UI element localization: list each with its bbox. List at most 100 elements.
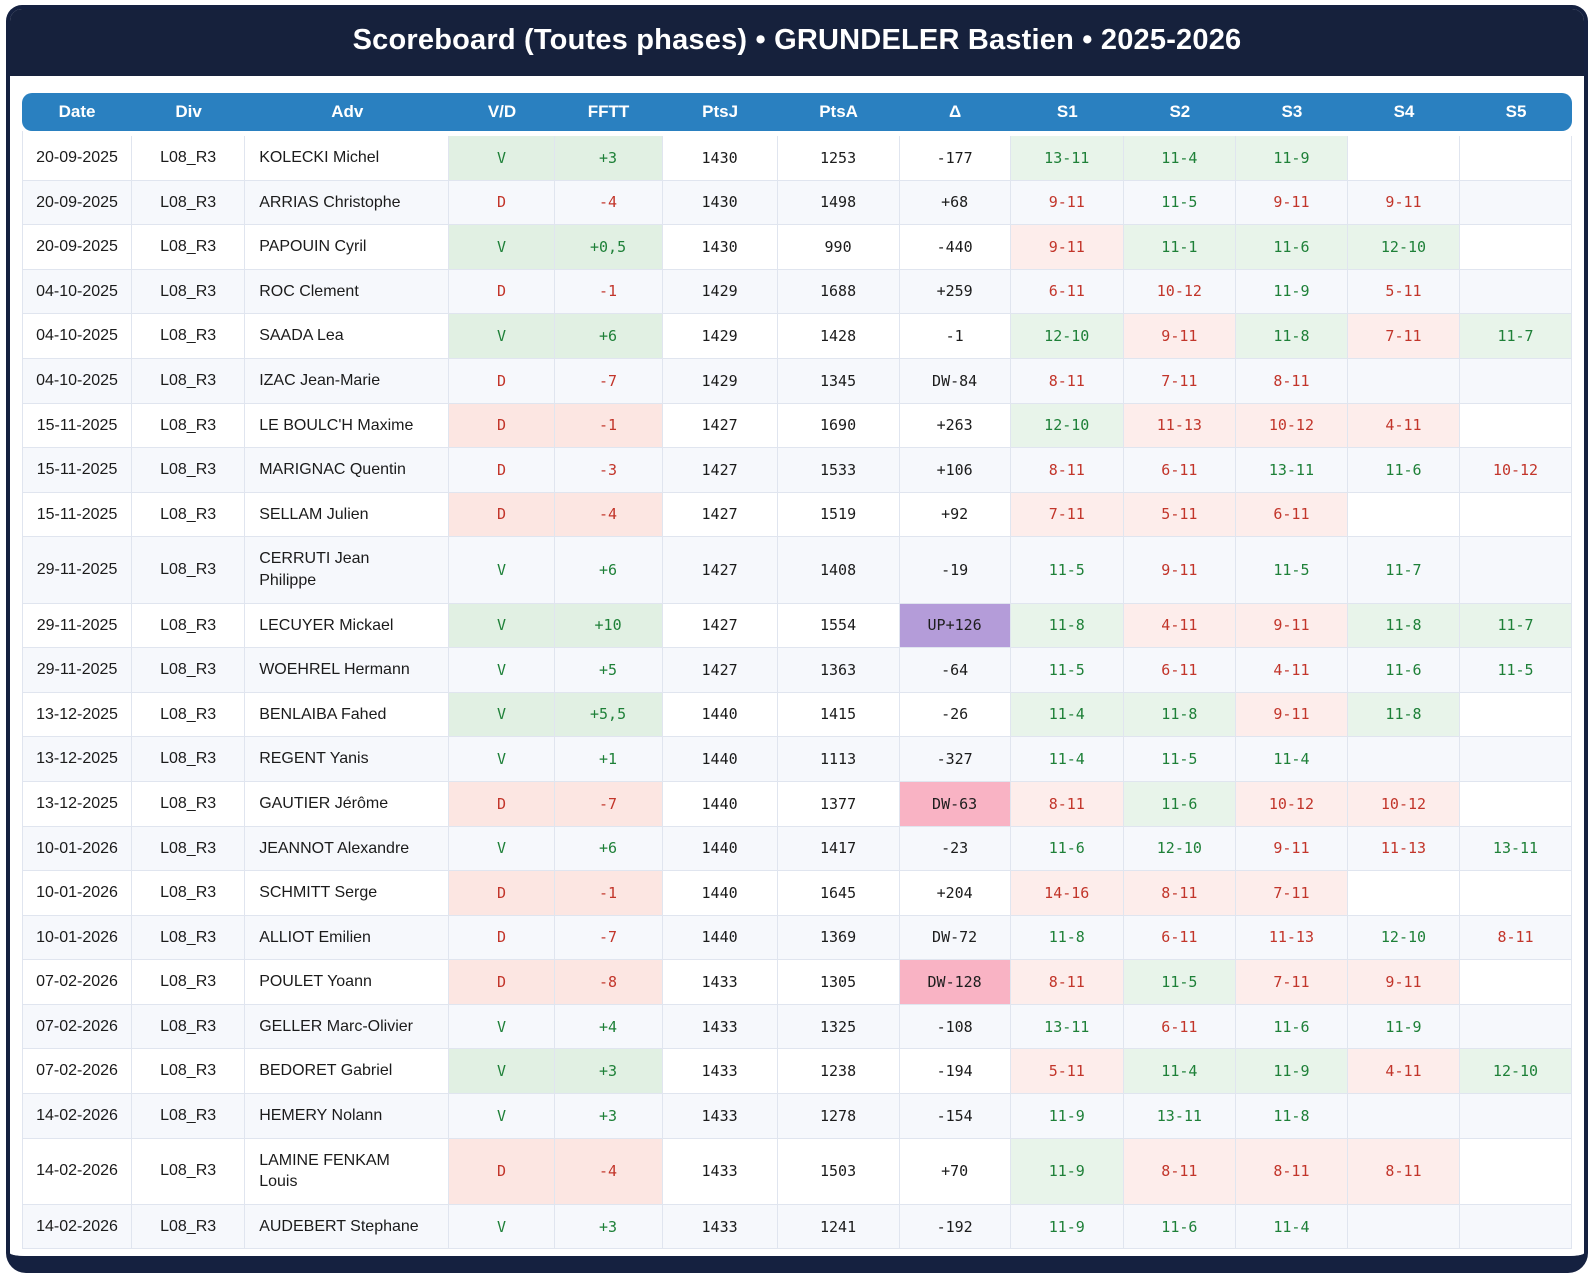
cell-set-s1: 12-10 <box>1010 403 1124 449</box>
cell-set-s5 <box>1460 871 1572 916</box>
cell-delta: +263 <box>899 403 1011 449</box>
cell-set-s1: 11-4 <box>1010 692 1124 738</box>
cell-div: L08_R3 <box>132 537 246 604</box>
cell-victory-defeat: V <box>449 537 555 604</box>
cell-set-s2: 6-11 <box>1123 448 1236 493</box>
cell-delta: -64 <box>899 648 1011 693</box>
cell-set-s2: 8-11 <box>1123 1138 1236 1205</box>
cell-delta: -1 <box>899 314 1011 359</box>
table-row: 14-02-2026 L08_R3 AUDEBERT Stephane V +3 1433… <box>22 1204 1572 1250</box>
table-row: 15-11-2025 L08_R3 LE BOULC'H Maxime D -1 1427… <box>22 403 1572 449</box>
cell-div: L08_R3 <box>132 648 246 693</box>
cell-set-s3: 11-6 <box>1235 225 1348 270</box>
cell-div: L08_R3 <box>132 1204 246 1250</box>
cell-div: L08_R3 <box>132 136 246 181</box>
cell-delta: +92 <box>899 492 1011 538</box>
cell-ptsj: 1427 <box>662 403 778 449</box>
cell-set-s1: 11-8 <box>1010 915 1124 961</box>
cell-set-s2: 6-11 <box>1123 915 1236 961</box>
cell-ptsa: 1519 <box>777 492 900 538</box>
cell-date: 15-11-2025 <box>22 403 133 449</box>
table-row: 15-11-2025 L08_R3 SELLAM Julien D -4 1427 1519… <box>22 492 1572 538</box>
cell-set-s4: 10-12 <box>1347 781 1461 827</box>
cell-set-s5 <box>1460 269 1572 315</box>
title-band: Scoreboard (Toutes phases) • GRUNDELER B… <box>10 9 1584 76</box>
cell-adversary: LAMINE FENKAM Louis <box>245 1138 450 1205</box>
cell-date: 04-10-2025 <box>22 314 133 359</box>
cell-ptsj: 1433 <box>662 1094 778 1139</box>
cell-delta: -26 <box>899 692 1011 738</box>
cell-adversary: WOEHREL Hermann <box>245 648 450 693</box>
table-row: 04-10-2025 L08_R3 ROC Clement D -1 1429 1688 +2… <box>22 269 1572 315</box>
cell-set-s5: 10-12 <box>1460 448 1572 493</box>
cell-set-s3: 11-8 <box>1235 1094 1348 1139</box>
cell-fftt-points: +4 <box>554 1004 663 1050</box>
col-header-s3: S3 <box>1235 93 1348 131</box>
cell-delta: +106 <box>899 448 1011 493</box>
cell-div: L08_R3 <box>132 781 246 827</box>
cell-fftt-points: -1 <box>554 871 663 916</box>
cell-set-s3: 11-8 <box>1235 314 1348 359</box>
cell-set-s1: 11-9 <box>1010 1094 1124 1139</box>
cell-adversary: MARIGNAC Quentin <box>245 448 450 493</box>
cell-ptsa: 1417 <box>777 826 900 872</box>
page-title: Scoreboard (Toutes phases) • GRUNDELER B… <box>352 24 1242 56</box>
cell-adversary: ARRIAS Christophe <box>245 180 450 226</box>
scoreboard-frame: Scoreboard (Toutes phases) • GRUNDELER B… <box>6 5 1588 1274</box>
cell-set-s3: 9-11 <box>1235 180 1348 226</box>
cell-div: L08_R3 <box>132 448 246 493</box>
cell-adversary: BENLAIBA Fahed <box>245 692 450 738</box>
cell-delta: DW-128 <box>899 960 1011 1005</box>
cell-victory-defeat: D <box>449 180 555 226</box>
cell-fftt-points: -7 <box>554 781 663 827</box>
cell-set-s3: 10-12 <box>1235 781 1348 827</box>
table-row: 04-10-2025 L08_R3 SAADA Lea V +6 1429 1428 -1 12… <box>22 314 1572 359</box>
cell-ptsj: 1430 <box>662 136 778 181</box>
cell-date: 07-02-2026 <box>22 1049 133 1095</box>
cell-delta: +259 <box>899 269 1011 315</box>
cell-adversary: GAUTIER Jérôme <box>245 781 450 827</box>
cell-div: L08_R3 <box>132 225 246 270</box>
cell-delta: -194 <box>899 1049 1011 1095</box>
cell-set-s5 <box>1460 358 1572 404</box>
cell-set-s1: 11-9 <box>1010 1138 1124 1205</box>
col-header-date: Date <box>22 93 133 131</box>
cell-victory-defeat: V <box>449 826 555 872</box>
cell-div: L08_R3 <box>132 826 246 872</box>
header-gap <box>22 131 1572 136</box>
cell-set-s5 <box>1460 1204 1572 1250</box>
cell-ptsa: 1241 <box>777 1204 900 1250</box>
cell-set-s2: 10-12 <box>1123 269 1236 315</box>
col-header-s5: S5 <box>1460 93 1572 131</box>
cell-delta: -327 <box>899 737 1011 782</box>
cell-div: L08_R3 <box>132 1138 246 1205</box>
cell-delta: +68 <box>899 180 1011 226</box>
col-header-s1: S1 <box>1010 93 1124 131</box>
cell-ptsj: 1433 <box>662 1049 778 1095</box>
cell-date: 15-11-2025 <box>22 448 133 493</box>
cell-div: L08_R3 <box>132 403 246 449</box>
cell-date: 29-11-2025 <box>22 648 133 693</box>
cell-div: L08_R3 <box>132 492 246 538</box>
cell-fftt-points: +0,5 <box>554 225 663 270</box>
cell-ptsa: 1503 <box>777 1138 900 1205</box>
cell-div: L08_R3 <box>132 1094 246 1139</box>
cell-ptsa: 1238 <box>777 1049 900 1095</box>
cell-set-s2: 11-13 <box>1123 403 1236 449</box>
cell-date: 13-12-2025 <box>22 781 133 827</box>
table-row: 13-12-2025 L08_R3 BENLAIBA Fahed V +5,5 1440 1… <box>22 692 1572 738</box>
cell-ptsj: 1427 <box>662 537 778 604</box>
cell-set-s5: 8-11 <box>1460 915 1572 961</box>
table-row: 07-02-2026 L08_R3 GELLER Marc-Olivier V +4 14… <box>22 1004 1572 1050</box>
cell-delta: UP+126 <box>899 603 1011 649</box>
cell-set-s2: 8-11 <box>1123 871 1236 916</box>
cell-set-s4 <box>1347 871 1461 916</box>
cell-set-s4 <box>1347 1094 1461 1139</box>
cell-set-s1: 12-10 <box>1010 314 1124 359</box>
cell-set-s5 <box>1460 537 1572 604</box>
cell-set-s5 <box>1460 225 1572 270</box>
cell-fftt-points: +1 <box>554 737 663 782</box>
cell-div: L08_R3 <box>132 692 246 738</box>
cell-set-s2: 11-6 <box>1123 1204 1236 1250</box>
cell-victory-defeat: V <box>449 1204 555 1250</box>
